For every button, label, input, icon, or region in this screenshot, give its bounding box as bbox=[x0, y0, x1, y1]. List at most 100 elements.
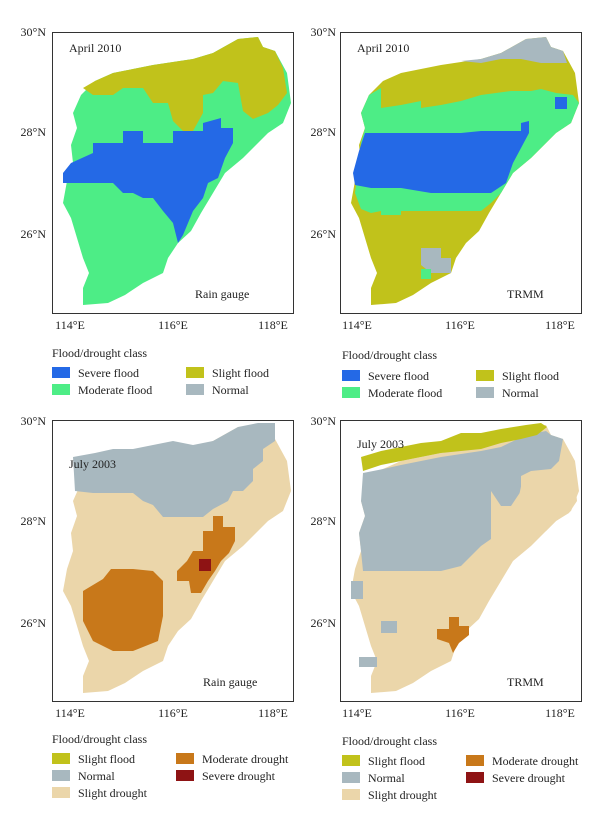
legend-label: Severe flood bbox=[368, 369, 429, 383]
legend-label: Normal bbox=[502, 386, 539, 400]
lat-tick-label: 26°N bbox=[310, 227, 336, 241]
legend-item: Normal bbox=[342, 771, 405, 786]
legend-item: Moderate drought bbox=[176, 752, 288, 767]
lat-tick-label: 30°N bbox=[310, 414, 336, 428]
period-label: April 2010 bbox=[69, 41, 122, 55]
legend-label: Slight flood bbox=[78, 752, 136, 766]
legend-item: Slight flood bbox=[186, 366, 269, 381]
legend-swatch bbox=[176, 753, 194, 764]
legend-item: Severe drought bbox=[176, 769, 275, 784]
map-frame: April 2010 Rain gauge bbox=[52, 32, 294, 314]
legend-swatch bbox=[186, 384, 204, 395]
map-panel-july-2003-trmm: July 2003 TRMM 30°N 28°N 26°N 114°E 116°… bbox=[300, 412, 600, 824]
legend-swatch bbox=[342, 755, 360, 766]
legend-item: Normal bbox=[476, 386, 539, 401]
legend-label: Moderate flood bbox=[368, 386, 443, 400]
legend-swatch bbox=[466, 755, 484, 766]
period-label: July 2003 bbox=[69, 457, 117, 471]
map-frame: July 2003 TRMM bbox=[340, 420, 582, 702]
lon-tick-label: 118°E bbox=[258, 318, 288, 332]
legend-swatch bbox=[476, 370, 494, 381]
legend-swatch bbox=[476, 387, 494, 398]
legend-item: Normal bbox=[186, 383, 249, 398]
legend-label: Slight flood bbox=[502, 369, 560, 383]
legend-label: Moderate flood bbox=[78, 383, 153, 397]
region-moderate-drought bbox=[177, 516, 235, 593]
legend-label: Normal bbox=[368, 771, 405, 785]
lat-tick-label: 28°N bbox=[20, 514, 46, 528]
region-severe-flood bbox=[353, 121, 529, 193]
legend-item: Slight drought bbox=[342, 788, 437, 803]
flood-drought-map bbox=[63, 423, 291, 693]
region-normal bbox=[351, 581, 363, 599]
lon-tick-label: 114°E bbox=[342, 318, 372, 332]
lat-tick-label: 28°N bbox=[310, 514, 336, 528]
legend-swatch bbox=[342, 789, 360, 800]
lat-tick-label: 28°N bbox=[310, 125, 336, 139]
region-normal bbox=[359, 657, 377, 667]
lon-tick-label: 118°E bbox=[258, 706, 288, 720]
legend-label: Slight flood bbox=[212, 366, 270, 380]
region-moderate-flood bbox=[421, 269, 431, 279]
lat-tick-label: 30°N bbox=[310, 25, 336, 39]
lat-tick-label: 26°N bbox=[310, 616, 336, 630]
legend-item: Severe flood bbox=[52, 366, 139, 381]
legend-swatch bbox=[342, 387, 360, 398]
region-moderate-drought bbox=[83, 569, 163, 651]
source-label: TRMM bbox=[507, 287, 544, 301]
region-normal bbox=[359, 431, 563, 571]
legend-swatch bbox=[52, 753, 70, 764]
legend-item: Slight flood bbox=[342, 754, 425, 769]
lon-tick-label: 116°E bbox=[445, 318, 475, 332]
legend-label: Severe drought bbox=[202, 769, 275, 783]
source-label: Rain gauge bbox=[203, 675, 258, 689]
legend-swatch bbox=[52, 367, 70, 378]
legend-swatch bbox=[186, 367, 204, 378]
legend-label: Slight drought bbox=[368, 788, 438, 802]
legend-item: Moderate flood bbox=[52, 383, 152, 398]
region-severe-flood bbox=[555, 97, 567, 109]
legend-item: Severe flood bbox=[342, 369, 429, 384]
map-frame: April 2010 TRMM bbox=[340, 32, 582, 314]
legend-item: Slight flood bbox=[52, 752, 135, 767]
legend-label: Severe drought bbox=[492, 771, 565, 785]
flood-drought-map bbox=[351, 37, 579, 305]
legend-swatch bbox=[52, 384, 70, 395]
legend-swatch bbox=[342, 370, 360, 381]
legend-item: Slight drought bbox=[52, 786, 147, 801]
period-label: July 2003 bbox=[357, 437, 405, 451]
region-slight-flood bbox=[361, 423, 547, 471]
region-normal bbox=[461, 37, 567, 63]
source-label: TRMM bbox=[507, 675, 544, 689]
region-severe-flood bbox=[63, 118, 233, 243]
legend-label: Slight flood bbox=[368, 754, 426, 768]
lon-tick-label: 114°E bbox=[55, 706, 85, 720]
lat-tick-label: 26°N bbox=[20, 616, 46, 630]
lon-tick-label: 118°E bbox=[545, 706, 575, 720]
legend-title: Flood/drought class bbox=[52, 732, 147, 746]
legend-item: Normal bbox=[52, 769, 115, 784]
legend-title: Flood/drought class bbox=[342, 348, 437, 362]
legend-label: Moderate drought bbox=[202, 752, 289, 766]
region-moderate-flood bbox=[381, 203, 401, 215]
lon-tick-label: 116°E bbox=[445, 706, 475, 720]
lat-tick-label: 28°N bbox=[20, 125, 46, 139]
period-label: April 2010 bbox=[357, 41, 410, 55]
legend-swatch bbox=[176, 770, 194, 781]
map-frame: July 2003 Rain gauge bbox=[52, 420, 294, 702]
legend-label: Severe flood bbox=[78, 366, 139, 380]
legend-item: Slight flood bbox=[476, 369, 559, 384]
legend-item: Severe drought bbox=[466, 771, 565, 786]
region-normal bbox=[73, 423, 275, 517]
legend-swatch bbox=[342, 772, 360, 783]
flood-drought-map bbox=[63, 37, 291, 305]
legend-swatch bbox=[52, 770, 70, 781]
region-slight-drought bbox=[501, 471, 577, 536]
region-moderate-drought bbox=[437, 617, 469, 653]
lon-tick-label: 118°E bbox=[545, 318, 575, 332]
legend-item: Moderate drought bbox=[466, 754, 578, 769]
lon-tick-label: 114°E bbox=[342, 706, 372, 720]
map-panel-april-2010-trmm: April 2010 TRMM 30°N 28°N 26°N 114°E 116… bbox=[300, 0, 600, 400]
lat-tick-label: 30°N bbox=[20, 414, 46, 428]
flood-drought-map bbox=[351, 423, 579, 693]
